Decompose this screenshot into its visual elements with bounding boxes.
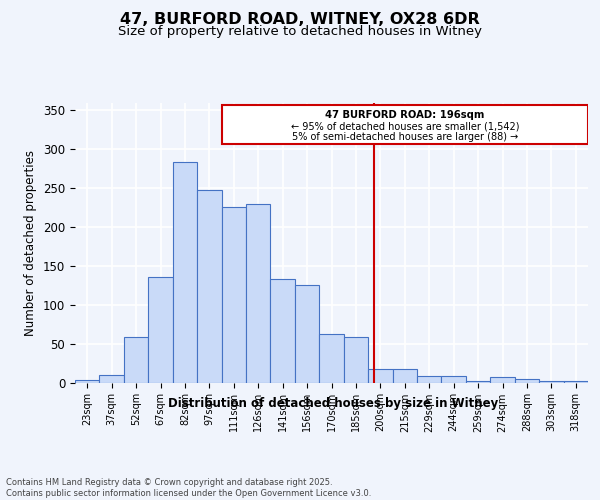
Bar <box>148 276 173 382</box>
Bar <box>221 105 588 144</box>
Text: Size of property relative to detached houses in Witney: Size of property relative to detached ho… <box>118 25 482 38</box>
Bar <box>221 206 246 382</box>
Text: ← 95% of detached houses are smaller (1,542): ← 95% of detached houses are smaller (1,… <box>290 121 519 131</box>
Bar <box>515 378 539 382</box>
Bar <box>295 286 319 382</box>
Bar <box>490 377 515 382</box>
Bar <box>319 334 344 382</box>
Text: 47 BURFORD ROAD: 196sqm: 47 BURFORD ROAD: 196sqm <box>325 110 484 120</box>
Text: Contains HM Land Registry data © Crown copyright and database right 2025.
Contai: Contains HM Land Registry data © Crown c… <box>6 478 371 498</box>
Bar <box>100 374 124 382</box>
Text: Distribution of detached houses by size in Witney: Distribution of detached houses by size … <box>168 398 498 410</box>
Bar <box>368 368 392 382</box>
Bar <box>417 376 442 382</box>
Text: 5% of semi-detached houses are larger (88) →: 5% of semi-detached houses are larger (8… <box>292 132 518 141</box>
Y-axis label: Number of detached properties: Number of detached properties <box>25 150 37 336</box>
Bar <box>124 336 148 382</box>
Bar <box>271 279 295 382</box>
Bar <box>563 381 588 382</box>
Bar <box>197 190 221 382</box>
Text: 47, BURFORD ROAD, WITNEY, OX28 6DR: 47, BURFORD ROAD, WITNEY, OX28 6DR <box>120 12 480 28</box>
Bar <box>539 381 563 382</box>
Bar <box>246 204 271 382</box>
Bar <box>442 376 466 382</box>
Bar <box>173 162 197 382</box>
Bar <box>466 381 490 382</box>
Bar <box>344 336 368 382</box>
Bar <box>75 380 100 382</box>
Bar <box>392 368 417 382</box>
